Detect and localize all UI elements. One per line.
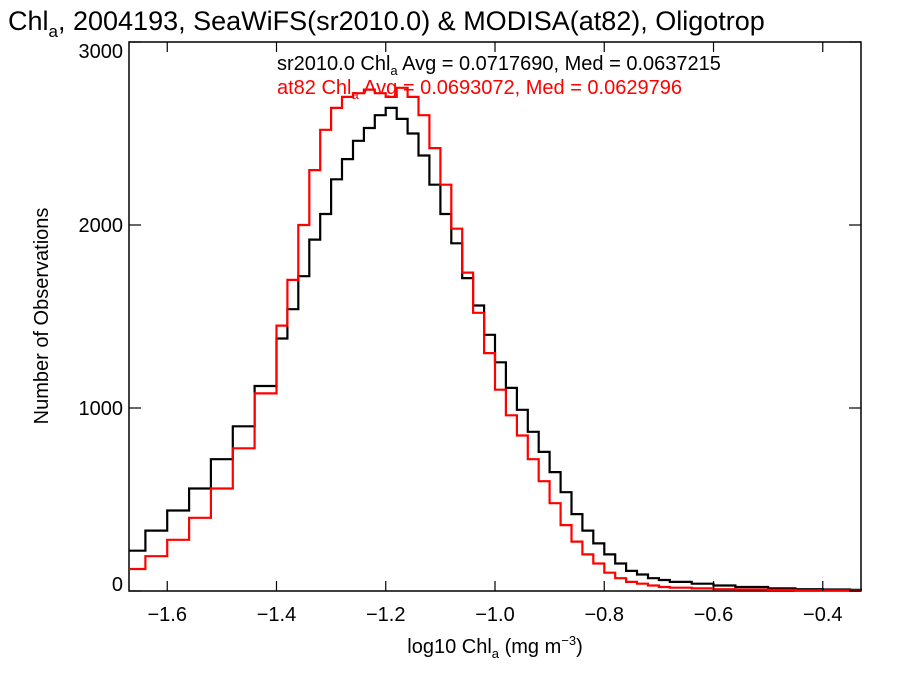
y-tick-label: 0 (112, 574, 123, 596)
series-layer (129, 86, 863, 592)
legend-entry-at82: at82 Chla Avg = 0.0693072, Med = 0.06297… (277, 77, 682, 102)
y-tick-label: 2000 (79, 215, 124, 237)
x-tick-label: −0.8 (585, 604, 624, 626)
x-tick-label: −0.6 (694, 604, 733, 626)
chart-title: Chla, 2004193, SeaWiFS(sr2010.0) & MODIS… (8, 6, 765, 41)
y-tick-label: 1000 (79, 398, 124, 420)
series-line-at82 (129, 86, 861, 592)
x-axis-label: log10 Chla (mg m−3) (407, 633, 582, 661)
x-tick-label: −1.0 (475, 604, 514, 626)
x-tick-label: −1.2 (366, 604, 405, 626)
x-tick-label: −1.4 (257, 604, 296, 626)
x-tick-label: −0.4 (803, 604, 842, 626)
series-line-sr2010-0 (129, 106, 863, 591)
x-tick-label: −1.6 (147, 604, 186, 626)
legend-entry-sr2010: sr2010.0 Chla Avg = 0.0717690, Med = 0.0… (277, 53, 721, 78)
tick-layer: −1.6 −1.4 −1.2 −1.0 −0.8 −0.6 −0.4 0 1000 2000 300… (79, 41, 861, 626)
y-tick-label: 3000 (79, 41, 124, 63)
y-axis-label: Number of Observations (31, 208, 53, 425)
